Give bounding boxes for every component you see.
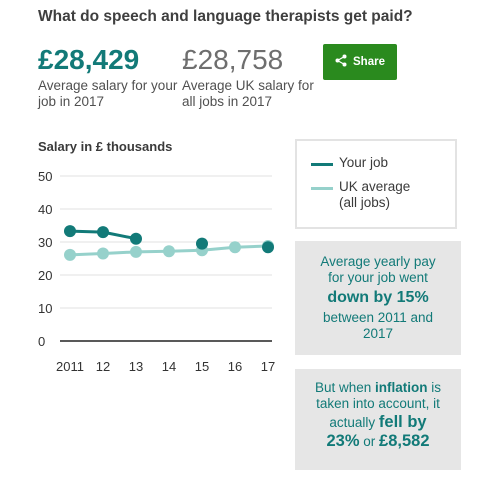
legend-label-your-job: Your job: [339, 155, 389, 170]
y-tick-label: 30: [38, 235, 52, 250]
y-tick-label: 40: [38, 202, 52, 217]
salary-line-chart: 0 10 20 30 40 50 2011 12 13 14 15 16 17: [38, 169, 275, 374]
legend-item-uk-average: UK average (all jobs): [311, 179, 410, 211]
legend-item-your-job: Your job: [311, 155, 388, 171]
info-box-1-line4: 2017: [362, 326, 394, 341]
info-box-2-fell-by: fell by: [378, 413, 427, 431]
legend-label-uk-line2: (all jobs): [339, 195, 391, 210]
data-point-your-job: [262, 241, 274, 254]
uk-salary-stat: £28,758 Average UK salary for all jobs i…: [182, 44, 322, 110]
info-box-2-line2: taken into account, it: [316, 396, 440, 411]
data-point-uk-average-all-jobs: [130, 245, 142, 258]
info-box-2-part3: actually: [329, 415, 376, 430]
y-tick-label: 0: [38, 334, 45, 349]
uk-salary-caption: Average UK salary for all jobs in 2017: [182, 78, 314, 109]
info-box-2-amount: £8,582: [379, 432, 430, 450]
data-point-your-job: [64, 225, 76, 238]
x-tick-label: 14: [162, 359, 176, 374]
legend-swatch-your-job: [311, 163, 333, 166]
share-button-label: Share: [353, 56, 385, 68]
info-box-2-or: or: [363, 434, 376, 449]
data-point-your-job: [196, 237, 208, 250]
chart-legend: Your job UK average (all jobs): [295, 139, 457, 229]
data-point-uk-average-all-jobs: [163, 245, 175, 258]
info-box-2-line4: 23% or £8,582: [301, 433, 455, 450]
x-tick-label: 13: [129, 359, 143, 374]
uk-salary-value: £28,758: [182, 44, 284, 75]
data-point-uk-average-all-jobs: [97, 247, 109, 260]
x-tick-label: 12: [96, 359, 110, 374]
info-box-1-emphasis: down by 15%: [327, 289, 429, 306]
share-icon: [335, 54, 347, 70]
pay-change-info-box: Average yearly pay for your job went dow…: [295, 241, 461, 355]
data-point-uk-average-all-jobs: [64, 248, 76, 261]
info-box-2-part2: is: [431, 380, 442, 395]
y-tick-label: 20: [38, 268, 52, 283]
info-box-2-inflation: inflation: [375, 380, 428, 395]
info-box-1-line3: between 2011 and: [322, 310, 434, 325]
your-job-salary-caption: Average salary for your job in 2017: [38, 78, 178, 109]
your-job-salary-value: £28,429: [38, 44, 140, 75]
x-tick-label: 15: [195, 359, 209, 374]
data-point-your-job: [130, 232, 142, 245]
inflation-info-box: But when inflation is taken into account…: [295, 369, 461, 470]
x-tick-label: 2011: [56, 359, 84, 374]
info-box-1-line2: for your job went: [328, 270, 428, 285]
page-title: What do speech and language therapists g…: [38, 8, 413, 25]
share-button[interactable]: Share: [323, 44, 397, 80]
chart-title: Salary in £ thousands: [38, 139, 173, 154]
y-tick-label: 50: [38, 169, 52, 184]
legend-label-uk-line1: UK average: [339, 179, 411, 194]
info-box-2-pct: 23%: [326, 432, 360, 450]
info-box-2-line3: actually fell by: [301, 414, 455, 431]
x-tick-label: 17: [261, 359, 275, 374]
data-point-uk-average-all-jobs: [229, 241, 241, 254]
legend-label-uk-average: UK average (all jobs): [339, 179, 410, 211]
your-job-salary-stat: £28,429 Average salary for your job in 2…: [38, 44, 178, 110]
y-tick-label: 10: [38, 301, 52, 316]
data-point-your-job: [97, 226, 109, 239]
info-box-2-part1: But when: [314, 380, 372, 395]
x-tick-label: 16: [228, 359, 242, 374]
info-box-2-line1: But when inflation is: [301, 380, 455, 396]
info-box-1-line1: Average yearly pay: [320, 254, 436, 269]
legend-swatch-uk-average: [311, 187, 333, 190]
